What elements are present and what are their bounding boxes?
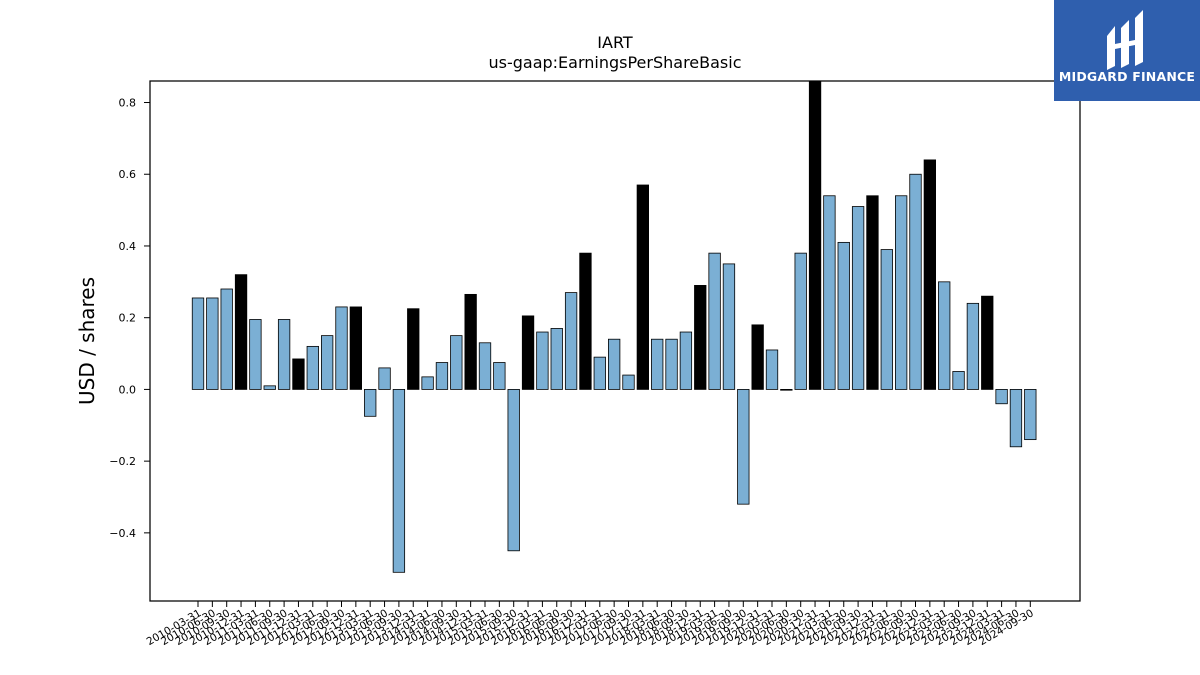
bar-2020-12-31 [808,80,822,390]
bar-2018-09-30 [679,331,693,390]
bar-2024-09-30 [1024,389,1037,441]
y-tick-label: 0.4 [119,240,137,253]
bar-2017-06-30 [608,338,621,390]
brand-logo: MIDGARD FINANCE [1054,0,1200,101]
bar-2011-06-30 [263,385,276,390]
bar-2015-06-30 [493,362,506,390]
y-tick-label: 0.8 [119,97,137,110]
bar-2011-12-31 [292,358,305,390]
bar-2023-03-31 [938,281,951,390]
bar-2016-03-31 [536,331,549,390]
bar-2018-03-31 [651,338,664,390]
plot-frame [149,80,1081,602]
bar-2021-03-31 [823,195,836,390]
bar-2012-12-31 [349,306,363,390]
y-axis: −0.4 −0.2 0.0 0.2 0.4 0.6 0.8 [109,97,150,540]
bar-2012-06-30 [320,335,334,390]
bar-2024-06-30 [1009,389,1023,448]
bar-2023-12-31 [981,295,994,390]
bar-2011-03-31 [249,319,262,390]
bar-2020-03-31 [765,349,779,390]
bar-2010-03-31 [191,297,205,390]
y-axis-label: USD / shares [75,277,99,405]
bar-2012-09-30 [335,306,348,390]
bar-2018-12-31 [694,285,707,390]
y-tick-label: −0.2 [109,455,136,468]
bar-2016-06-30 [550,328,563,390]
bars-group [191,80,1037,573]
bar-2020-09-30 [794,252,807,390]
bar-2024-03-31 [995,389,1008,405]
y-tick-label: 0.0 [119,383,137,396]
bar-2017-03-31 [593,356,606,390]
bar-2014-12-31 [464,293,477,390]
bar-2018-06-30 [665,338,678,390]
bar-2021-09-30 [851,206,865,390]
bar-2013-12-31 [407,308,420,390]
bar-2011-09-30 [277,319,291,390]
chart-subtitle: us-gaap:EarningsPerShareBasic [488,53,741,72]
bar-2013-09-30 [392,389,406,573]
bar-2010-12-31 [234,274,248,390]
bar-2021-12-31 [866,195,879,390]
bar-2015-03-31 [478,342,492,390]
bar-2014-06-30 [435,362,449,390]
bar-2017-09-30 [622,374,635,390]
y-tick-label: 0.6 [119,168,137,181]
y-tick-label: −0.4 [109,527,136,540]
bar-2014-09-30 [450,335,463,390]
bar-2019-12-31 [751,324,764,390]
midgard-logo-icon [1107,10,1143,70]
bar-2023-09-30 [966,302,980,390]
bar-2022-12-31 [923,159,936,390]
bar-2019-06-30 [722,263,736,390]
bar-2019-03-31 [708,252,721,390]
bar-2014-03-31 [421,376,434,390]
bar-2022-06-30 [895,195,908,390]
brand-name: MIDGARD FINANCE [1058,69,1196,84]
x-axis: 2010-03-312010-06-302010-09-302010-12-31… [145,601,1036,648]
bar-2020-06-30 [780,389,793,391]
bar-2017-12-31 [636,184,649,390]
bar-2010-06-30 [206,297,219,390]
bar-2022-09-30 [909,173,922,390]
bar-2023-06-30 [952,371,965,390]
bar-2021-06-30 [837,241,850,390]
bar-2015-12-31 [521,315,535,390]
bar-2016-09-30 [564,292,578,390]
bar-2016-12-31 [579,252,592,390]
bar-2013-06-30 [378,367,391,390]
bar-2022-03-31 [880,249,893,390]
chart-title: IART [597,33,633,52]
bar-2013-03-31 [364,389,377,417]
bar-2015-09-30 [507,389,520,552]
bar-2019-09-30 [737,389,750,505]
bar-2012-03-31 [306,345,319,390]
y-tick-label: 0.2 [119,312,137,325]
bar-2010-09-30 [220,288,233,390]
